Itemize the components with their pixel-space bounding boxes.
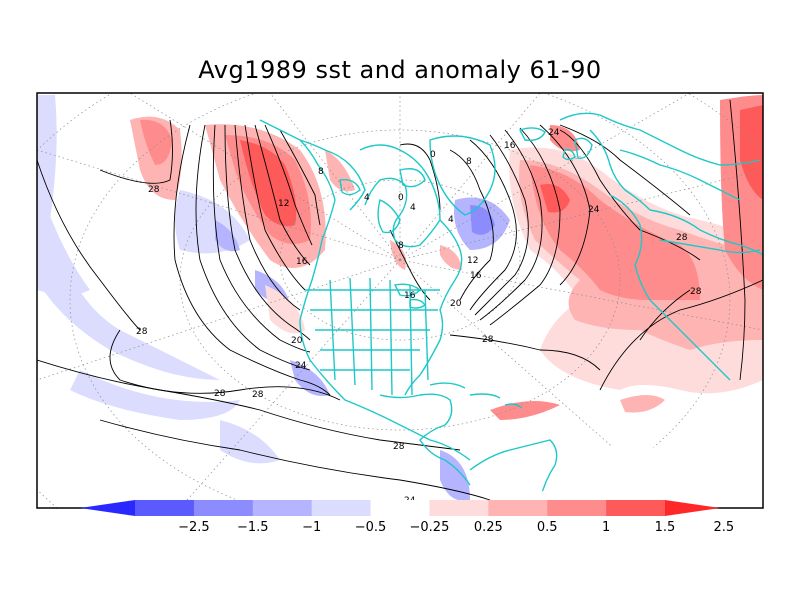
- contour-label: 0: [430, 150, 436, 160]
- colorbar-swatch: [135, 500, 195, 516]
- colorbar-swatch: [606, 500, 666, 516]
- colorbar-swatch: [429, 500, 489, 516]
- colorbar-tick-label: 2.5: [714, 520, 735, 535]
- graticule: [37, 93, 763, 508]
- contour-label: 12: [278, 199, 289, 209]
- contour-label: 28: [393, 442, 405, 452]
- colorbar-tick-label: 0.25: [474, 520, 503, 535]
- map-title: Avg1989 sst and anomaly 61-90: [198, 56, 602, 84]
- contour-label: 20: [450, 299, 462, 309]
- coastlines: [259, 112, 763, 501]
- contour-label: 16: [404, 291, 416, 301]
- anomaly-neg-region: [290, 360, 330, 396]
- contour-label: 28: [676, 233, 688, 243]
- colorbar-swatch: [488, 500, 548, 516]
- anomaly-pos-region: [265, 285, 305, 334]
- colorbar-swatch: [547, 500, 607, 516]
- colorbar-tick-label: −0.25: [410, 520, 450, 535]
- anomaly-neg-region: [440, 450, 470, 501]
- anomaly-neg-region: [70, 370, 240, 420]
- colorbar-swatch: [193, 500, 254, 516]
- colorbar-arrow-right: [665, 500, 720, 516]
- contour-label: 16: [296, 257, 308, 267]
- colorbar-swatch: [370, 500, 430, 516]
- map-field: 28 28 28 28 28 28 28 28 24 24 24 20 20 1…: [37, 93, 763, 508]
- contour-label: 20: [291, 336, 303, 346]
- colorbar-tick-label: 1: [602, 520, 610, 535]
- colorbar-tick-label: −2.5: [178, 520, 210, 535]
- contour-label: 24: [548, 128, 560, 138]
- anomaly-pos-region: [540, 184, 570, 213]
- anomaly-pos-region: [620, 395, 665, 413]
- anomaly-pos-region: [740, 105, 763, 200]
- colorbar-tick-label: −1.5: [237, 520, 269, 535]
- contour-label: 0: [398, 193, 404, 203]
- contour-label: 24: [295, 361, 307, 371]
- colorbar-arrow-left: [80, 500, 135, 516]
- anomaly-neg-region: [37, 180, 90, 295]
- anomaly-pos-region: [440, 245, 462, 270]
- anomaly-pos-region: [390, 240, 406, 270]
- anomaly-pos-region: [325, 150, 355, 192]
- colorbar-tick-label: 0.5: [537, 520, 558, 535]
- anomaly-neg-region: [37, 95, 220, 380]
- contour-label: 8: [398, 241, 404, 251]
- contour-label: 4: [364, 193, 370, 203]
- anomaly-neg-region: [220, 420, 280, 464]
- colorbar: −2.5 −1.5 −1 −0.5 −0.25 0.25 0.5 1 1.5 2.5: [80, 500, 734, 535]
- colorbar-tick-label: 1.5: [655, 520, 676, 535]
- contour-label: 28: [148, 185, 160, 195]
- anomaly-pos-region: [140, 119, 172, 165]
- anomaly-pos-region: [550, 125, 580, 152]
- contour-label: 28: [482, 335, 494, 345]
- anomaly-pos-region: [530, 165, 700, 300]
- contour-label: 8: [318, 167, 324, 177]
- contour-label: 4: [448, 215, 454, 225]
- contour-label: 4: [410, 203, 416, 213]
- colorbar-tick-label: −0.5: [355, 520, 387, 535]
- anomaly-pos-region: [240, 140, 297, 227]
- contour-label: 28: [690, 287, 702, 297]
- contour-label: 12: [467, 256, 478, 266]
- contour-label: 24: [588, 205, 600, 215]
- contour-label: 16: [504, 141, 516, 151]
- contour-label: 8: [466, 157, 472, 167]
- colorbar-tick-label: −1: [302, 520, 321, 535]
- sst-contours: [37, 99, 763, 501]
- contour-label: 28: [136, 327, 148, 337]
- contour-label: 28: [214, 389, 226, 399]
- contour-label: 16: [470, 271, 482, 281]
- colorbar-swatch: [311, 500, 372, 516]
- anomaly-pos-region: [490, 401, 560, 420]
- colorbar-swatch: [252, 500, 313, 516]
- contour-label: 28: [252, 390, 264, 400]
